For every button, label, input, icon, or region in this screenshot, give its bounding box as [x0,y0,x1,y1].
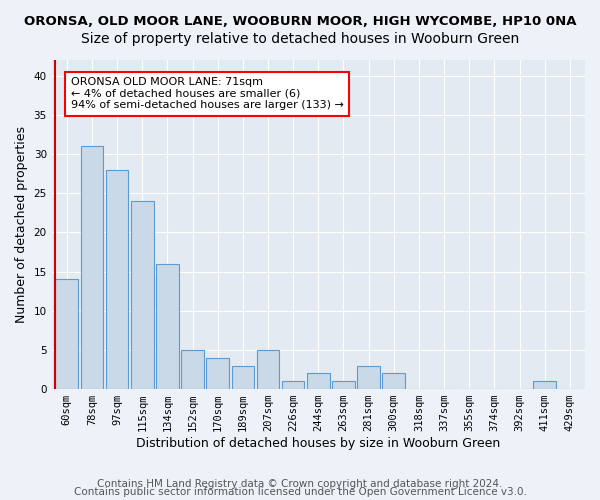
Text: ORONSA OLD MOOR LANE: 71sqm
← 4% of detached houses are smaller (6)
94% of semi-: ORONSA OLD MOOR LANE: 71sqm ← 4% of deta… [71,77,343,110]
Bar [181,350,204,389]
Bar [282,381,304,389]
X-axis label: Distribution of detached houses by size in Wooburn Green: Distribution of detached houses by size … [136,437,500,450]
Bar [206,358,229,389]
Bar [232,366,254,389]
Bar [257,350,280,389]
Text: Contains HM Land Registry data © Crown copyright and database right 2024.: Contains HM Land Registry data © Crown c… [97,479,503,489]
Bar [106,170,128,389]
Bar [358,366,380,389]
Bar [382,374,405,389]
Text: Size of property relative to detached houses in Wooburn Green: Size of property relative to detached ho… [81,32,519,46]
Bar [533,381,556,389]
Y-axis label: Number of detached properties: Number of detached properties [15,126,28,323]
Bar [332,381,355,389]
Bar [131,201,154,389]
Bar [55,280,78,389]
Bar [80,146,103,389]
Text: Contains public sector information licensed under the Open Government Licence v3: Contains public sector information licen… [74,487,526,497]
Bar [156,264,179,389]
Bar [307,374,329,389]
Text: ORONSA, OLD MOOR LANE, WOOBURN MOOR, HIGH WYCOMBE, HP10 0NA: ORONSA, OLD MOOR LANE, WOOBURN MOOR, HIG… [24,15,576,28]
